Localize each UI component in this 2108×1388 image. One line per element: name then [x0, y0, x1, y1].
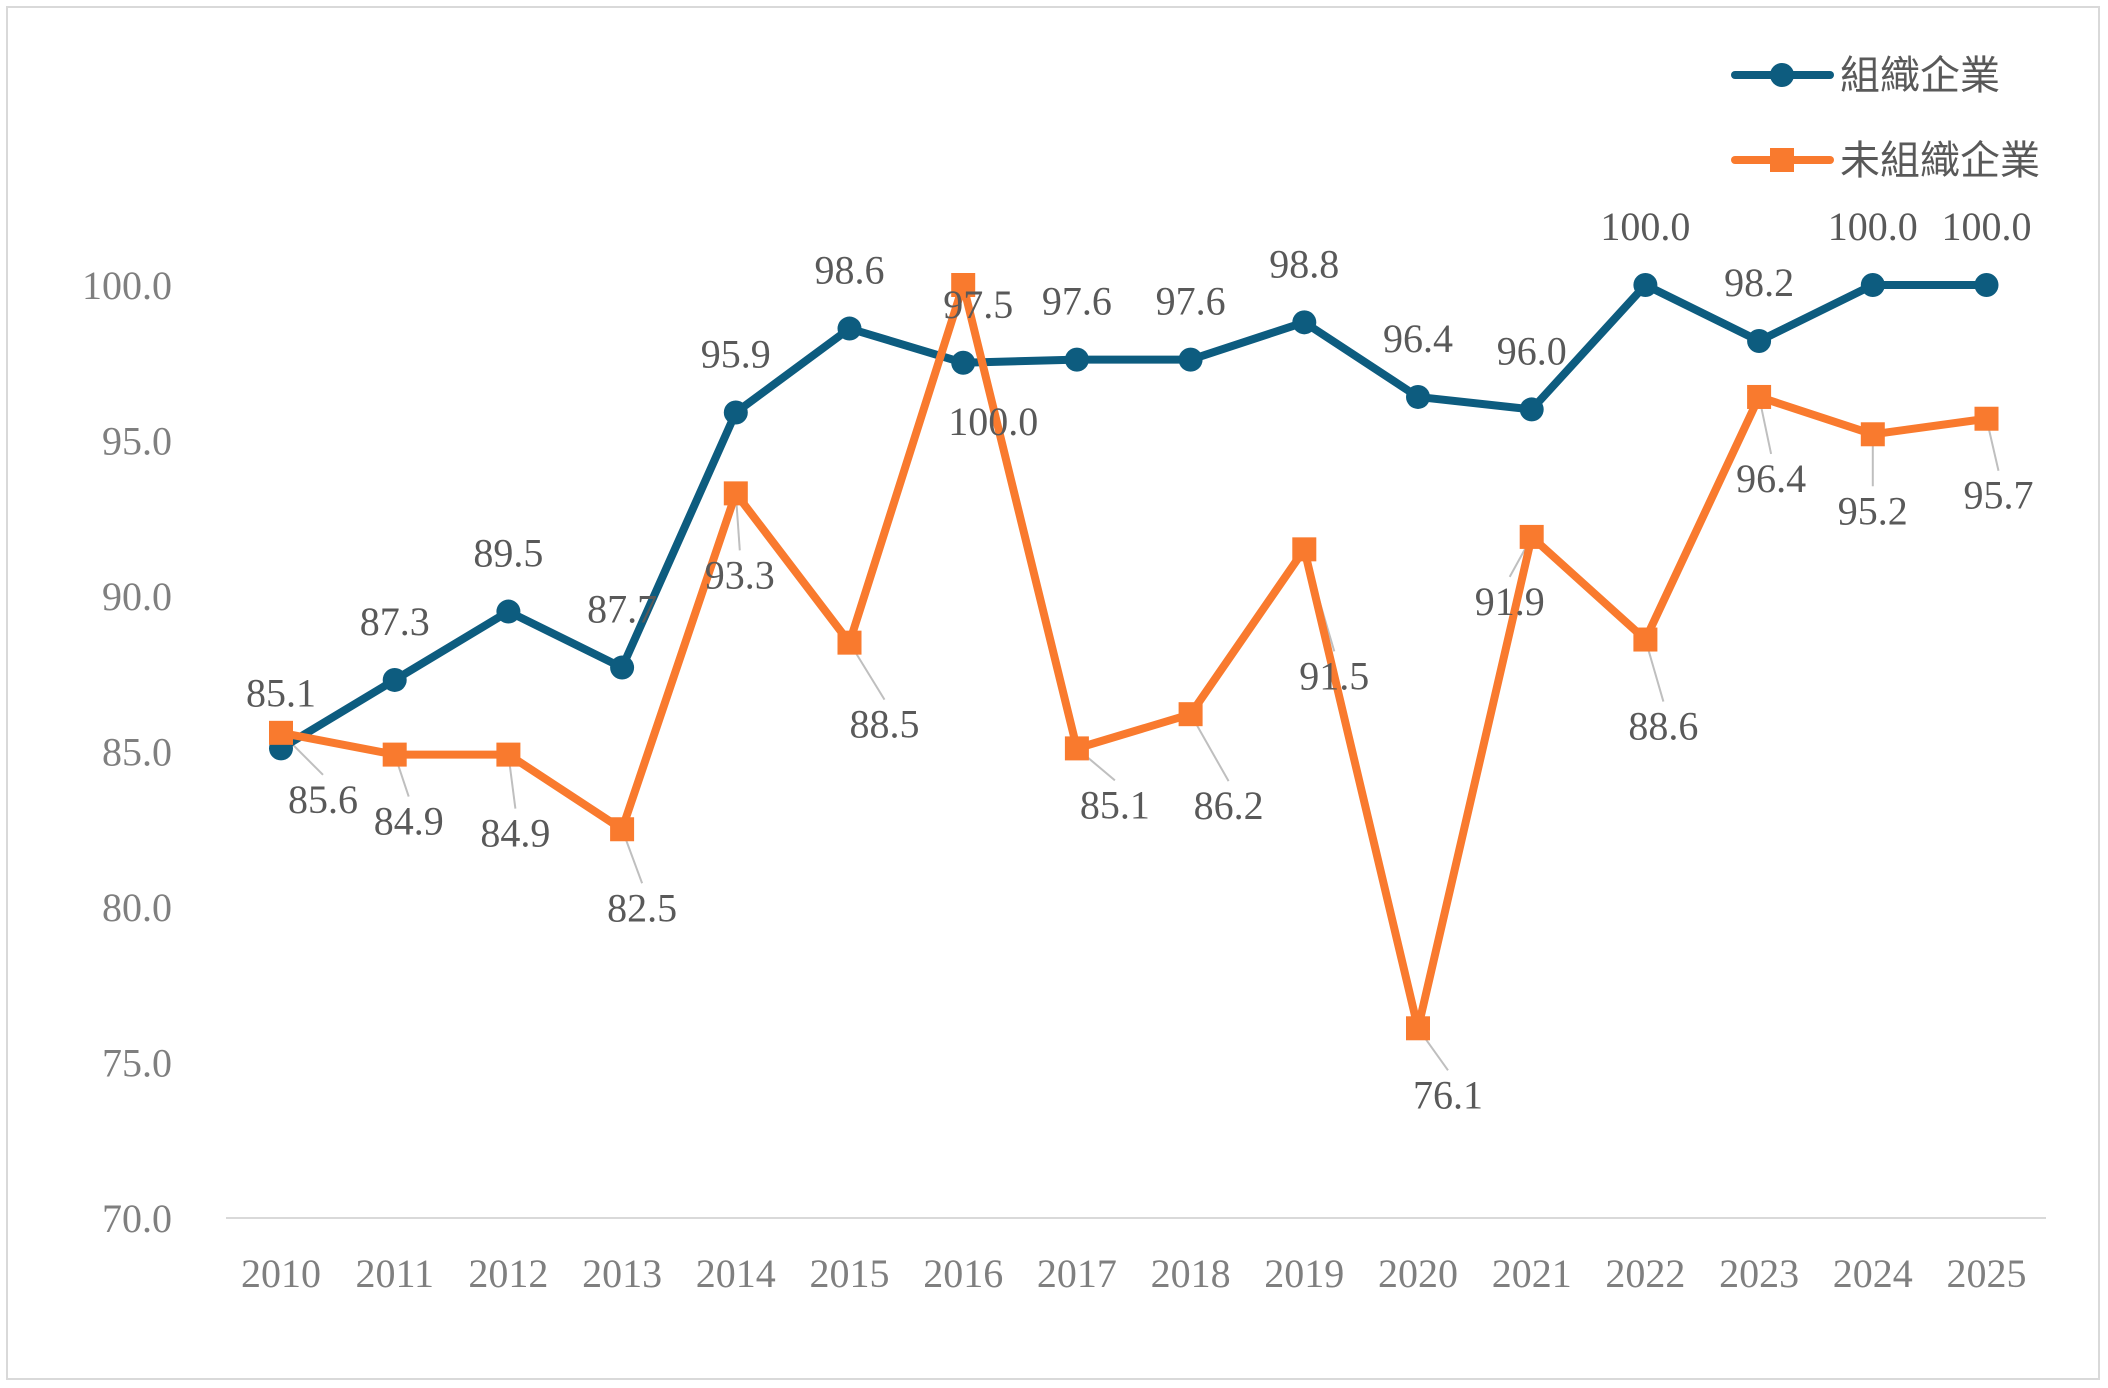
y-tick-label: 95.0 — [102, 419, 172, 464]
data-point — [496, 599, 521, 624]
legend-label: 未組織企業 — [1840, 138, 2040, 184]
data-label: 96.4 — [1383, 316, 1453, 361]
data-point — [382, 667, 407, 692]
data-label: 98.6 — [815, 248, 885, 293]
data-point — [1178, 347, 1203, 372]
x-tick-label: 2017 — [1037, 1251, 1117, 1296]
data-point — [1064, 347, 1089, 372]
data-label: 85.6 — [288, 777, 358, 822]
data-label: 95.2 — [1838, 488, 1908, 533]
data-label: 91.5 — [1299, 653, 1369, 698]
series-line-organized — [277, 281, 1991, 753]
x-tick-label: 2011 — [355, 1251, 434, 1296]
y-tick-label: 90.0 — [102, 574, 172, 619]
x-tick-label: 2020 — [1378, 1251, 1458, 1296]
x-tick-label: 2016 — [923, 1251, 1003, 1296]
data-point — [1974, 273, 1999, 297]
leader-lines — [280, 284, 2000, 1071]
data-label: 84.9 — [480, 811, 550, 856]
data-point — [1519, 397, 1544, 422]
data-label: 87.7 — [587, 587, 657, 632]
data-label: 97.6 — [1156, 279, 1226, 324]
data-point — [1860, 273, 1885, 297]
data-point — [951, 273, 976, 297]
data-label: 93.3 — [705, 552, 775, 597]
data-label: 87.3 — [360, 599, 430, 644]
x-tick-label: 2013 — [582, 1251, 662, 1296]
x-tick-label: 2025 — [1947, 1251, 2027, 1296]
series-line-unorganized — [277, 281, 1991, 1033]
data-label: 86.2 — [1194, 783, 1264, 828]
data-point — [1747, 328, 1772, 353]
y-tick-label: 75.0 — [102, 1041, 172, 1086]
data-label: 88.6 — [1628, 704, 1698, 749]
y-tick-label: 80.0 — [102, 885, 172, 930]
data-label: 98.2 — [1724, 260, 1794, 305]
data-point — [1633, 627, 1658, 652]
legend-label: 組織企業 — [1840, 53, 2000, 99]
chart-frame — [6, 6, 2100, 1380]
data-label: 97.5 — [943, 282, 1013, 327]
data-point — [269, 720, 293, 745]
data-label: 100.0 — [948, 399, 1038, 444]
data-point — [610, 817, 635, 842]
data-point — [382, 742, 407, 767]
data-point — [610, 655, 635, 680]
data-label: 85.1 — [1080, 782, 1150, 827]
x-tick-label: 2021 — [1492, 1251, 1572, 1296]
data-point — [496, 742, 521, 767]
data-label: 96.4 — [1736, 456, 1806, 501]
data-point — [1178, 702, 1203, 727]
data-point — [1974, 406, 1999, 431]
data-point — [1406, 384, 1430, 409]
data-label: 84.9 — [374, 799, 444, 844]
data-point — [1747, 384, 1772, 409]
data-label: 89.5 — [473, 531, 543, 576]
data-point — [1064, 736, 1089, 761]
x-tick-label: 2022 — [1605, 1251, 1685, 1296]
data-point — [1860, 422, 1885, 447]
legend-marker — [1770, 63, 1794, 87]
data-label: 95.7 — [1964, 473, 2034, 518]
x-tick-label: 2019 — [1264, 1251, 1344, 1296]
data-label: 95.9 — [701, 332, 771, 377]
x-tick-label: 2024 — [1833, 1251, 1913, 1296]
y-tick-label: 100.0 — [82, 263, 172, 308]
x-tick-label: 2012 — [468, 1251, 548, 1296]
y-tick-label: 85.0 — [102, 730, 172, 775]
data-point — [1406, 1016, 1430, 1041]
y-tick-label: 70.0 — [102, 1196, 172, 1241]
data-point — [837, 316, 862, 341]
data-point — [1292, 537, 1317, 562]
data-label: 96.0 — [1497, 328, 1567, 373]
x-tick-label: 2014 — [696, 1251, 776, 1296]
data-label: 100.0 — [1600, 204, 1690, 249]
data-label: 91.9 — [1475, 579, 1545, 624]
data-label: 100.0 — [1942, 204, 2032, 249]
x-tick-label: 2010 — [241, 1251, 321, 1296]
data-point — [723, 481, 748, 506]
data-point — [1292, 310, 1317, 335]
data-point — [1519, 524, 1544, 549]
data-point — [723, 400, 748, 425]
data-label: 88.5 — [850, 702, 920, 747]
series-layer — [269, 273, 1999, 1041]
data-label: 85.1 — [246, 670, 316, 715]
data-label: 97.6 — [1042, 279, 1112, 324]
data-label: 76.1 — [1413, 1072, 1483, 1117]
axis-layer: 70.0 75.0 80.0 85.0 90.0 95.0 100.0 2010 2011 201… — [82, 263, 2046, 1296]
data-labels: 85.1 87.3 89.5 87.7 95.9 98.6 97.5 97.6 97.6 98.8… — [246, 204, 2034, 1117]
legend-marker — [1770, 148, 1794, 172]
data-point — [837, 630, 862, 655]
x-tick-label: 2018 — [1151, 1251, 1231, 1296]
data-label: 82.5 — [607, 885, 677, 930]
data-point — [1633, 273, 1658, 297]
data-label: 98.8 — [1269, 241, 1339, 286]
x-tick-label: 2023 — [1719, 1251, 1799, 1296]
data-point — [951, 350, 976, 375]
x-tick-label: 2015 — [810, 1251, 890, 1296]
data-label: 100.0 — [1828, 204, 1918, 249]
